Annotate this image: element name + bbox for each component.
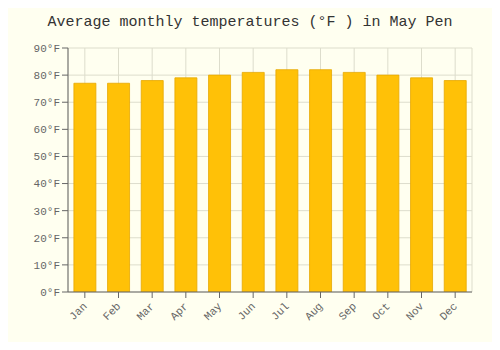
svg-text:20°F: 20°F bbox=[34, 233, 60, 245]
svg-text:Oct: Oct bbox=[370, 300, 392, 322]
svg-text:May: May bbox=[202, 300, 225, 323]
svg-text:30°F: 30°F bbox=[34, 206, 60, 218]
svg-text:90°F: 90°F bbox=[34, 43, 60, 55]
svg-text:Mar: Mar bbox=[135, 300, 157, 322]
html-text:Average monthly temperatures (: Average monthly temperatures (°F ) in Ma… bbox=[47, 14, 453, 31]
svg-text:Nov: Nov bbox=[404, 300, 427, 323]
svg-text:80°F: 80°F bbox=[34, 70, 60, 82]
svg-text:Sep: Sep bbox=[337, 300, 359, 322]
svg-text:Aug: Aug bbox=[303, 300, 325, 322]
svg-text:Apr: Apr bbox=[168, 300, 190, 322]
svg-text:60°F: 60°F bbox=[34, 124, 60, 136]
svg-text:70°F: 70°F bbox=[34, 97, 60, 109]
svg-text:40°F: 40°F bbox=[34, 178, 60, 190]
svg-text:0°F: 0°F bbox=[40, 287, 60, 299]
svg-text:50°F: 50°F bbox=[34, 151, 60, 163]
svg-text:Jan: Jan bbox=[67, 300, 89, 322]
svg-text:Jun: Jun bbox=[236, 300, 258, 322]
svg-text:Dec: Dec bbox=[438, 300, 460, 322]
svg-text:Feb: Feb bbox=[101, 300, 123, 322]
svg-text:Jul: Jul bbox=[269, 300, 291, 322]
svg-text:10°F: 10°F bbox=[34, 260, 60, 272]
